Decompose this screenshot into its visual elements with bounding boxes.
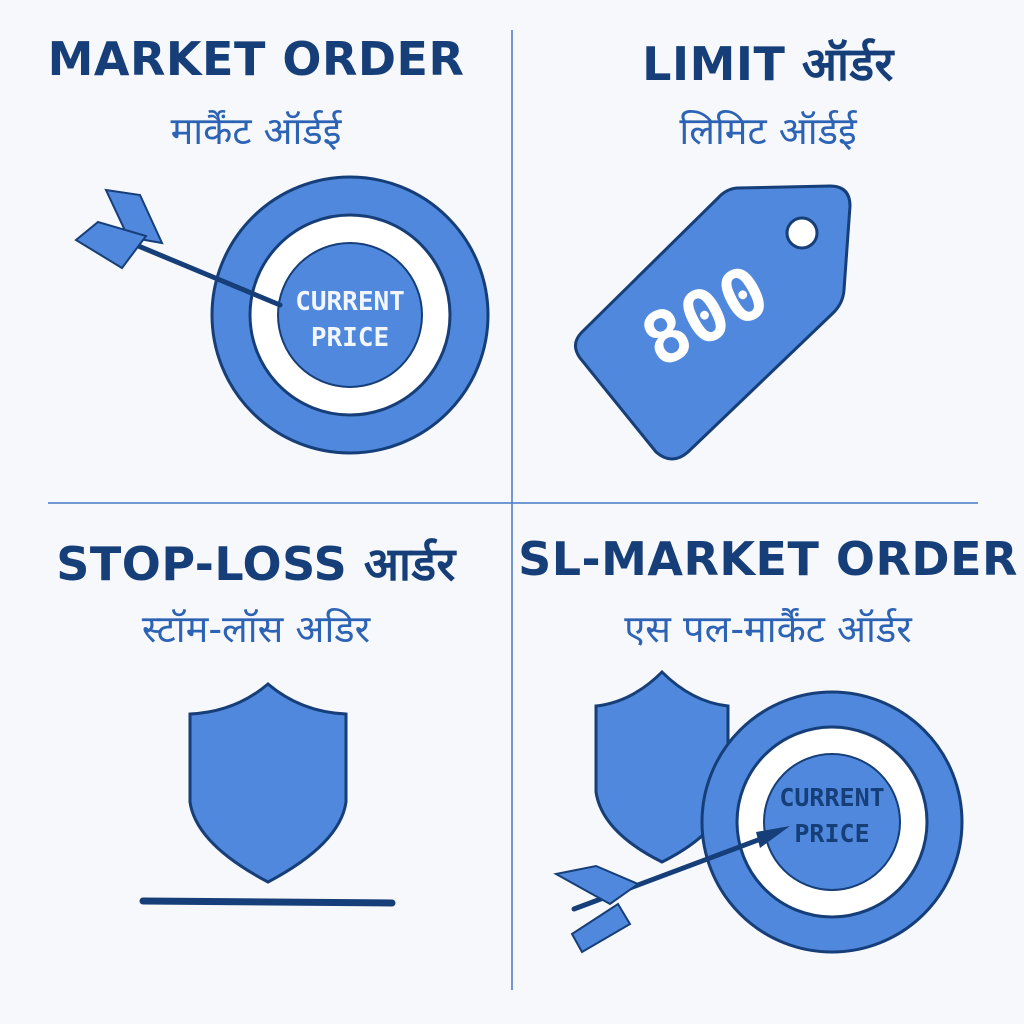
market-order-illustration: CURRENT PRICE bbox=[74, 175, 490, 455]
target-icon: CURRENT PRICE bbox=[210, 175, 490, 455]
sl-market-title-hi: एस पल-मार्कैंट ऑर्डर bbox=[624, 607, 912, 651]
sl-market-order-panel: SL-MARKET ORDER एस पल-मार्कैंट ऑर्डर CUR… bbox=[512, 512, 1024, 1024]
stop-line bbox=[139, 897, 396, 907]
stop-loss-title-en: STOP-LOSS आर्डर bbox=[56, 537, 456, 591]
market-order-title-hi: मार्कैंट ऑर्डई bbox=[170, 109, 342, 153]
stop-loss-title-hi: स्टॉम-लॉस अडिर bbox=[141, 607, 371, 651]
market-order-title-en: MARKET ORDER bbox=[47, 32, 465, 86]
limit-order-title-en: LIMIT ऑर्डर bbox=[642, 37, 894, 91]
target-label-line1: CURRENT bbox=[779, 783, 884, 812]
arrow-icon bbox=[553, 826, 790, 954]
stop-loss-illustration bbox=[139, 682, 396, 907]
vertical-divider bbox=[511, 30, 513, 990]
shield-icon bbox=[188, 682, 348, 884]
target-label-line1: CURRENT bbox=[295, 287, 405, 317]
limit-order-illustration: 800 bbox=[574, 184, 852, 461]
limit-order-panel: LIMIT ऑर्डर लिमिट ऑर्डई 800 bbox=[512, 0, 1024, 512]
limit-order-title-hi: लिमिट ऑर्डई bbox=[679, 109, 857, 153]
shield-icon bbox=[594, 669, 730, 864]
sl-market-title-en: SL-MARKET ORDER bbox=[518, 532, 1018, 586]
price-tag-icon: 800 bbox=[574, 184, 852, 461]
stop-loss-order-panel: STOP-LOSS आर्डर स्टॉम-लॉस अडिर bbox=[0, 512, 512, 1024]
sl-market-illustration: CURRENT PRICE bbox=[553, 669, 964, 954]
horizontal-divider bbox=[48, 502, 978, 504]
target-label-line2: PRICE bbox=[311, 323, 389, 353]
market-order-panel: MARKET ORDER मार्कैंट ऑर्डई CURRENT PRIC… bbox=[0, 0, 512, 512]
target-icon: CURRENT PRICE bbox=[700, 690, 964, 954]
arrow-icon bbox=[74, 188, 283, 308]
target-label-line2: PRICE bbox=[794, 819, 869, 848]
